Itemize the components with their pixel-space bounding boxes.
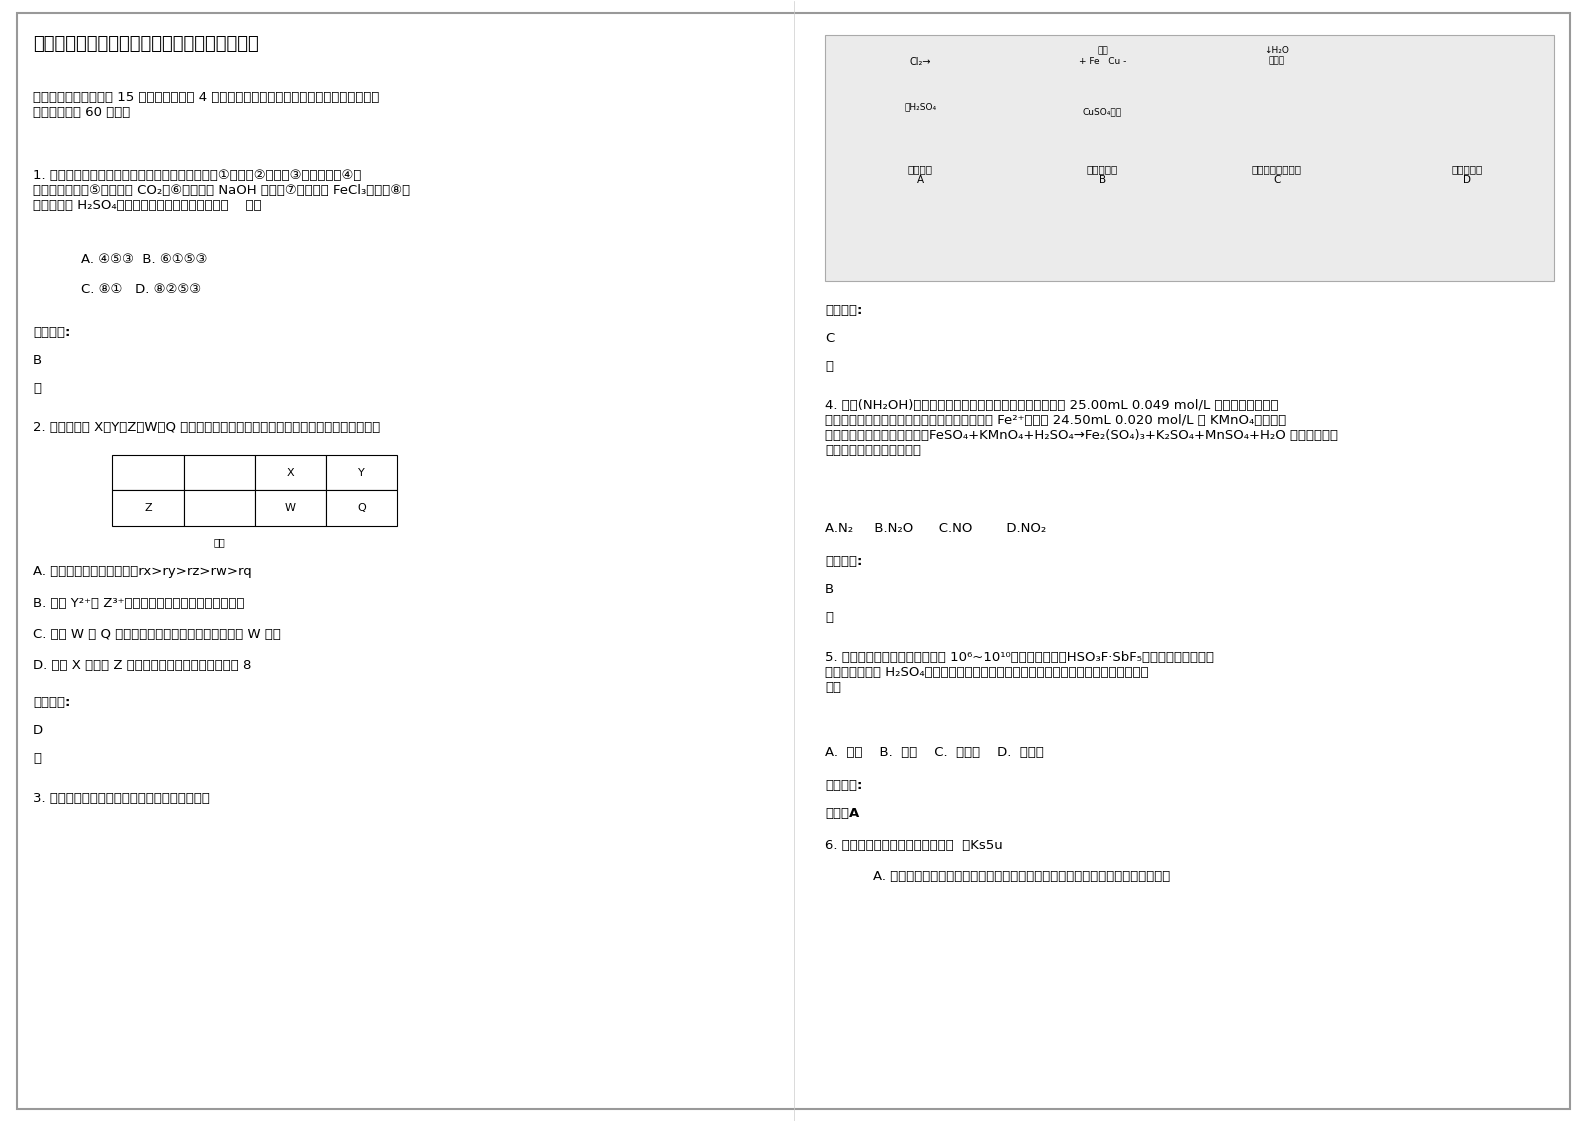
Text: 参考答案:: 参考答案: [825, 304, 863, 316]
Text: Z: Z [144, 504, 152, 514]
Text: A.N₂     B.N₂O      C.NO        D.NO₂: A.N₂ B.N₂O C.NO D.NO₂ [825, 522, 1046, 535]
Bar [113, 490, 184, 526]
Bar [256, 490, 327, 526]
Text: 3. 下列所示的实验装置中，能达到实验目的的是: 3. 下列所示的实验装置中，能达到实验目的的是 [33, 791, 209, 804]
Text: ↓H₂O
止水夹: ↓H₂O 止水夹 [1265, 46, 1289, 65]
Text: B: B [825, 583, 835, 597]
Text: 石油的蒸馏
D: 石油的蒸馏 D [1451, 164, 1482, 185]
Text: A.  碱性    B.  酸性    C.  还原性    D.  氧化性: A. 碱性 B. 酸性 C. 还原性 D. 氧化性 [825, 746, 1044, 758]
Text: W: W [286, 504, 297, 514]
Bar [256, 454, 327, 490]
Text: 电源
+ Fe   Cu -: 电源 + Fe Cu - [1079, 46, 1127, 65]
Text: 6. 下列有关电解的说法正确的是（  ）Ks5u: 6. 下列有关电解的说法正确的是（ ）Ks5u [825, 838, 1003, 852]
Text: 2. 短周期元素 X、Y、Z、W、Q 在元素周期表中的相对位置如图所示。下列说法正确的是: 2. 短周期元素 X、Y、Z、W、Q 在元素周期表中的相对位置如图所示。下列说法… [33, 421, 381, 434]
Text: 浓H₂SO₄: 浓H₂SO₄ [905, 102, 936, 111]
Text: X: X [287, 468, 294, 478]
Bar [113, 454, 184, 490]
Text: 略: 略 [825, 359, 833, 373]
Text: 铁棒上镀铜
B: 铁棒上镀铜 B [1087, 164, 1119, 185]
Text: Q: Q [357, 504, 367, 514]
Text: 一、单选题（本大题共 15 个小题，每小题 4 分。在每小题给出的四个选项中，只有一项符合
题目要求，共 60 分。）: 一、单选题（本大题共 15 个小题，每小题 4 分。在每小题给出的四个选项中，只… [33, 91, 379, 119]
Text: 略: 略 [33, 381, 41, 395]
Text: 检查装置的气密性
C: 检查装置的气密性 C [1252, 164, 1301, 185]
Text: 参考答案:: 参考答案: [825, 780, 863, 792]
Text: 周期: 周期 [213, 537, 225, 548]
Text: CuSO₄溶液: CuSO₄溶液 [1082, 108, 1122, 117]
Text: C: C [825, 332, 835, 344]
Text: 答案：A: 答案：A [825, 807, 860, 820]
Bar [327, 490, 397, 526]
Text: Y: Y [359, 468, 365, 478]
Bar [184, 490, 256, 526]
Text: A. 用惰性电极电解饱和食盐水初期，只需在溶液中加入适量盐酸即可恢复至原溶液: A. 用惰性电极电解饱和食盐水初期，只需在溶液中加入适量盐酸即可恢复至原溶液 [873, 870, 1170, 883]
Text: 参考答案:: 参考答案: [825, 555, 863, 569]
Text: C. 元素 W 与 Q 的最高价氧化物对应的水化物酸性比 W 的强: C. 元素 W 与 Q 的最高价氧化物对应的水化物酸性比 W 的强 [33, 628, 281, 641]
Text: D. 元素 X 与元素 Z 的最高正化合价之和的数值等于 8: D. 元素 X 与元素 Z 的最高正化合价之和的数值等于 8 [33, 660, 251, 672]
Text: A. ④⑤③  B. ⑥①⑤③

C. ⑧①   D. ⑧②⑤③: A. ④⑤③ B. ⑥①⑤③ C. ⑧① D. ⑧②⑤③ [81, 254, 206, 296]
Text: 4. 羟胺(NH₂OH)是一种还原剂，能将某些氧化剂还原。现用 25.00mL 0.049 mol/L 的羟胺的酸性溶液
跟足量的硫酸铁溶液在煮沸条件下反应。生: 4. 羟胺(NH₂OH)是一种还原剂，能将某些氧化剂还原。现用 25.00mL … [825, 398, 1338, 457]
Text: 参考答案:: 参考答案: [33, 697, 70, 709]
Text: 略: 略 [33, 753, 41, 765]
Text: 5. 超酸是指酸性比普通无机酸强 10⁶~10¹⁰倍的酸，魔酸（HSO₃F·SbF₅）是已知超酸中最强
的，许多物质如 H₂SO₄在魔酸中可获得质子。则硫酸溶于: 5. 超酸是指酸性比普通无机酸强 10⁶~10¹⁰倍的酸，魔酸（HSO₃F·Sb… [825, 651, 1214, 693]
Text: D: D [33, 725, 43, 737]
Text: 干燥氯气
A: 干燥氯气 A [908, 164, 933, 185]
Text: 1. 要从苯酚的乙醇溶液中回收苯酚，有下列操作：①蒸馏；②过滤；③静置分液；④加
入足量金属钠；⑤通入过量 CO₂；⑥加入足量 NaOH 溶液；⑦加入足量 Fe: 1. 要从苯酚的乙醇溶液中回收苯酚，有下列操作：①蒸馏；②过滤；③静置分液；④加… [33, 169, 409, 212]
Text: 略: 略 [825, 611, 833, 624]
Bar [327, 454, 397, 490]
Text: A. 原子半径的大小顺序为：rx>ry>rz>rw>rq: A. 原子半径的大小顺序为：rx>ry>rz>rw>rq [33, 565, 252, 579]
Bar [184, 454, 256, 490]
Text: 江苏省淮安市清浦中学高三化学模拟试卷含解析: 江苏省淮安市清浦中学高三化学模拟试卷含解析 [33, 35, 259, 53]
Text: 参考答案:: 参考答案: [33, 327, 70, 339]
FancyBboxPatch shape [825, 35, 1554, 282]
Text: B. 离子 Y²⁺和 Z³⁺的核外电子数和电子层数都不相同: B. 离子 Y²⁺和 Z³⁺的核外电子数和电子层数都不相同 [33, 597, 244, 610]
Text: B: B [33, 353, 43, 367]
Text: Cl₂→: Cl₂→ [909, 57, 932, 67]
